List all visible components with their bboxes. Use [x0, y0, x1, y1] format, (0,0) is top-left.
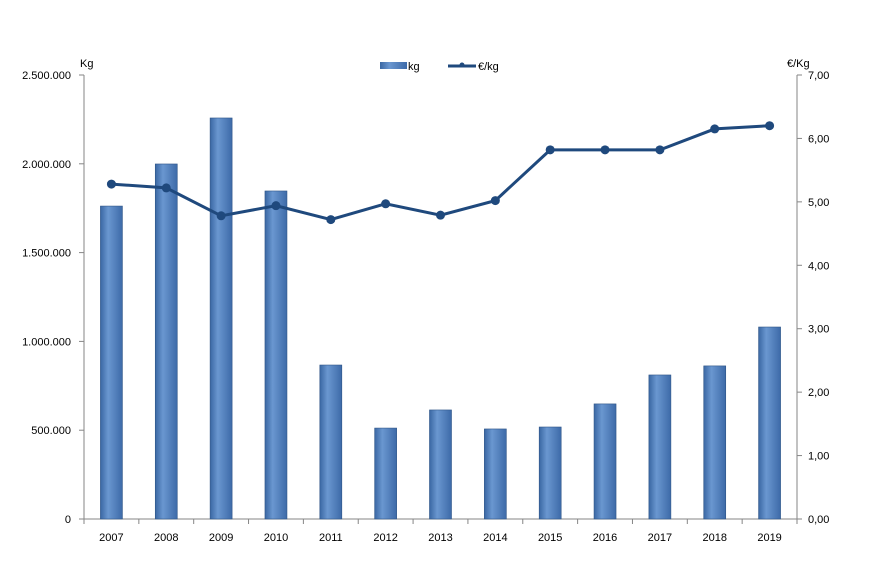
left-tick-label: 1.000.000 [22, 336, 71, 348]
bar-2009 [209, 117, 233, 520]
bar-2008 [154, 163, 178, 520]
point-2017 [655, 145, 665, 155]
left-tick-label: 500.000 [31, 425, 71, 437]
bar-2019 [758, 326, 781, 520]
right-tick-label: 5,00 [808, 197, 829, 209]
x-tick-label: 2010 [264, 532, 288, 544]
point-2008 [161, 183, 171, 193]
x-tick-label: 2011 [319, 532, 343, 544]
bar-2007 [100, 205, 123, 520]
x-tick-label: 2016 [593, 532, 617, 544]
point-2016 [600, 145, 610, 155]
bar-2010 [264, 190, 288, 520]
x-tick-label: 2014 [483, 532, 507, 544]
left-tick-label: 2.500.000 [22, 70, 71, 82]
right-tick-label: 0,00 [808, 514, 829, 526]
x-tick-label: 2017 [648, 532, 672, 544]
point-2007 [106, 179, 116, 189]
bar-2018 [703, 365, 727, 520]
point-2011 [326, 215, 336, 225]
point-2013 [436, 210, 445, 220]
point-2019 [765, 121, 775, 131]
bar-2013 [429, 409, 452, 520]
point-2010 [271, 201, 281, 211]
left-axis-title: Kg [80, 58, 93, 70]
point-2018 [710, 124, 720, 134]
x-tick-label: 2007 [99, 532, 123, 544]
right-tick-label: 7,00 [808, 70, 829, 82]
x-tick-label: 2015 [538, 532, 562, 544]
right-axis-title: €/Kg [787, 58, 810, 70]
bar-2017 [648, 374, 672, 520]
right-tick-label: 6,00 [808, 133, 829, 145]
point-2012 [381, 199, 391, 209]
legend-kg-label: kg [408, 61, 420, 73]
x-tick-label: 2012 [373, 532, 397, 544]
x-tick-label: 2013 [428, 532, 452, 544]
x-tick-label: 2019 [757, 532, 781, 544]
x-tick-label: 2008 [154, 532, 178, 544]
bar-2015 [538, 426, 562, 520]
left-tick-label: 0 [65, 514, 71, 526]
legend: kg €/kg [380, 61, 499, 73]
left-tick-label: 2.000.000 [22, 159, 71, 171]
legend-kg-swatch [380, 62, 407, 69]
point-2009 [216, 211, 226, 221]
bar-2011 [319, 364, 343, 520]
point-2015 [545, 145, 555, 155]
x-tick-label: 2018 [702, 532, 726, 544]
point-2014 [490, 196, 500, 206]
x-tick-label: 2009 [209, 532, 233, 544]
right-tick-label: 1,00 [808, 451, 829, 463]
legend-price-label: €/kg [478, 61, 499, 73]
bar-2012 [374, 427, 397, 520]
right-tick-label: 2,00 [808, 387, 829, 399]
right-tick-label: 3,00 [808, 324, 829, 336]
bar-2016 [593, 403, 617, 520]
left-tick-label: 1.500.000 [22, 248, 71, 260]
legend-price-marker [459, 62, 465, 68]
right-tick-label: 4,00 [808, 260, 829, 272]
bar-2014 [484, 428, 507, 520]
